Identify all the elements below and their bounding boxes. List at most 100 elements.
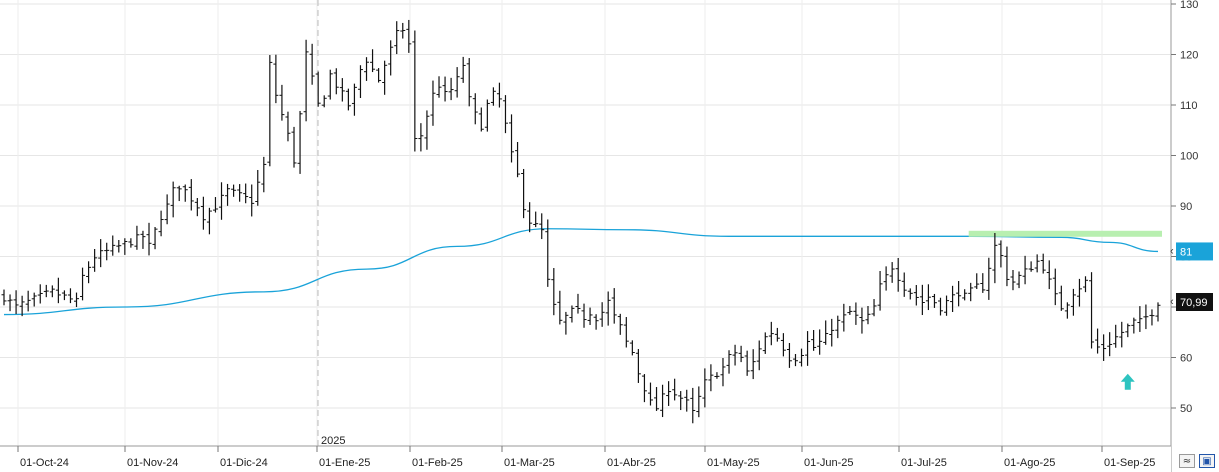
ohlc-bar	[146, 222, 152, 256]
x-tick-label: 01-Ene-25	[319, 457, 370, 469]
ohlc-bar	[303, 39, 309, 122]
chart-controls: ≈ ▣	[1155, 450, 1219, 472]
ohlc-bar	[382, 60, 388, 95]
ohlc-bar	[611, 288, 617, 324]
ohlc-bar	[1058, 285, 1064, 311]
ohlc-bar	[678, 391, 684, 411]
ohlc-bar	[937, 297, 943, 316]
resistance-band	[968, 230, 1162, 237]
ohlc-bar	[962, 289, 968, 301]
ohlc-bar	[738, 345, 744, 363]
x-tick-label: 01-Jul-25	[901, 457, 947, 469]
ohlc-bar	[792, 354, 798, 367]
save-icon[interactable]: ▣	[1199, 454, 1215, 468]
ohlc-bar	[364, 57, 370, 81]
ohlc-bar	[466, 58, 472, 107]
ohlc-bar	[925, 284, 931, 311]
ohlc-bar	[1004, 246, 1010, 287]
ohlc-bar	[472, 93, 478, 125]
ohlc-bar	[762, 332, 768, 354]
moving-average-layer	[3, 228, 1159, 316]
ohlc-bar	[986, 257, 992, 300]
y-tick-label: 110	[1180, 100, 1198, 112]
ohlc-bar	[581, 303, 587, 328]
x-tick-label: 01-Sep-25	[1104, 457, 1155, 469]
ohlc-bar	[1131, 317, 1137, 334]
ohlc-bar	[835, 315, 841, 339]
ohlc-bar	[31, 292, 37, 307]
ohlc-bar	[86, 261, 92, 284]
ohlc-bar	[206, 207, 212, 235]
ohlc-bar	[351, 83, 357, 116]
ohlc-bar	[980, 273, 986, 293]
ohlc-bar	[327, 69, 333, 100]
price-badge-label: 70,99	[1180, 297, 1208, 309]
ohlc-bar	[1125, 323, 1131, 338]
ohlc-bar	[67, 288, 73, 304]
ohlc-bar	[623, 317, 629, 348]
ohlc-bar	[170, 181, 176, 218]
ohlc-bar	[1113, 324, 1119, 348]
ohlc-bar	[249, 184, 255, 217]
ohlc-bar	[829, 318, 835, 347]
ohlc-bar	[617, 313, 623, 335]
ohlc-bar	[1040, 253, 1046, 274]
ohlc-bar	[188, 179, 194, 211]
arrow-up-icon	[1120, 373, 1135, 390]
ohlc-bar	[533, 211, 539, 228]
ohlc-bar	[599, 302, 605, 327]
ohlc-bar	[817, 329, 823, 355]
ohlc-bar	[219, 182, 225, 220]
ohlc-bar	[859, 307, 865, 334]
ohlc-bar	[660, 384, 666, 418]
ohlc-bar	[1064, 302, 1070, 319]
collapse-icon[interactable]: ≈	[1179, 454, 1195, 468]
ohlc-bar	[605, 291, 611, 326]
ohlc-bar	[527, 202, 533, 233]
ohlc-bar	[339, 78, 345, 102]
y-tick-label: 130	[1180, 0, 1198, 11]
ohlc-bar	[956, 281, 962, 307]
ohlc-bar	[1070, 288, 1076, 316]
ohlc-bar	[587, 307, 593, 325]
x-tick-label: 01-Feb-25	[412, 457, 463, 469]
price-badge-bg	[1176, 293, 1213, 312]
ohlc-bar	[116, 240, 122, 253]
ohlc-bar	[140, 230, 146, 249]
ohlc-bar	[478, 107, 484, 132]
x-tick-label: 01-Jun-25	[804, 457, 854, 469]
ohlc-bar	[944, 295, 950, 316]
ohlc-bar	[442, 76, 448, 102]
ohlc-bar	[654, 387, 660, 411]
ohlc-bar	[726, 350, 732, 374]
ohlc-bar	[182, 184, 188, 202]
ohlc-bar	[212, 197, 218, 213]
y-tick-label: 120	[1180, 50, 1198, 62]
ohlc-bar	[297, 110, 303, 174]
ohlc-bar	[164, 194, 170, 225]
x-tick-label: 01-May-25	[707, 457, 760, 469]
ohlc-bar	[122, 238, 128, 255]
ohlc-bar	[388, 40, 394, 76]
ohlc-bar	[847, 305, 853, 315]
ohlc-bar	[309, 43, 315, 85]
ohlc-bar	[1076, 278, 1082, 307]
ohlc-bar	[841, 303, 847, 332]
ohlc-bar	[919, 284, 925, 316]
ohlc-bar	[647, 382, 653, 406]
y-axis: 506070809010011012013081‹70,99‹	[1170, 0, 1219, 472]
ohlc-bar	[1, 289, 7, 306]
ohlc-bar	[913, 285, 919, 306]
ohlc-bar	[19, 295, 25, 317]
ohlc-bar	[1107, 332, 1113, 357]
ohlc-bar	[714, 372, 720, 379]
ohlc-bar	[345, 88, 351, 111]
ohlc-bar	[1016, 271, 1022, 289]
ohlc-bar	[225, 183, 231, 206]
y-tick-label: 50	[1180, 403, 1192, 415]
ohlc-bar	[128, 238, 134, 248]
ohlc-bar	[448, 77, 454, 101]
ohlc-bar	[635, 349, 641, 383]
ohlc-bar	[231, 184, 237, 197]
